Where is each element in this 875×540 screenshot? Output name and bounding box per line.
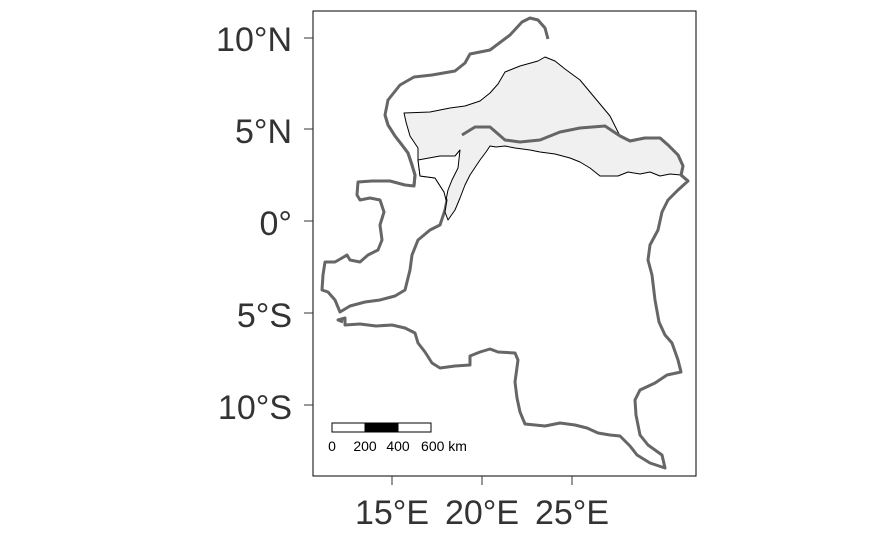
- lon-tick-15e: 15°E: [355, 494, 429, 532]
- x-axis: [391, 476, 573, 485]
- scale-label-400: 400: [386, 438, 410, 454]
- scale-label-200: 200: [353, 438, 377, 454]
- y-axis: [304, 37, 313, 406]
- lat-tick-0: 0°: [259, 205, 292, 243]
- lat-tick-10s: 10°S: [218, 389, 292, 427]
- lat-tick-5s: 5°S: [237, 297, 292, 335]
- lon-tick-25e: 25°E: [535, 494, 609, 532]
- scale-bar: 0 200 400 600 km: [328, 422, 467, 454]
- lat-tick-5n: 5°N: [235, 113, 292, 151]
- lon-tick-20e: 20°E: [445, 494, 519, 532]
- scale-label-0: 0: [328, 438, 336, 454]
- central-sub-basin: [417, 149, 461, 201]
- scale-label-600km: 600 km: [421, 438, 467, 454]
- lat-tick-10n: 10°N: [216, 21, 292, 59]
- country-outline-top: [383, 114, 689, 187]
